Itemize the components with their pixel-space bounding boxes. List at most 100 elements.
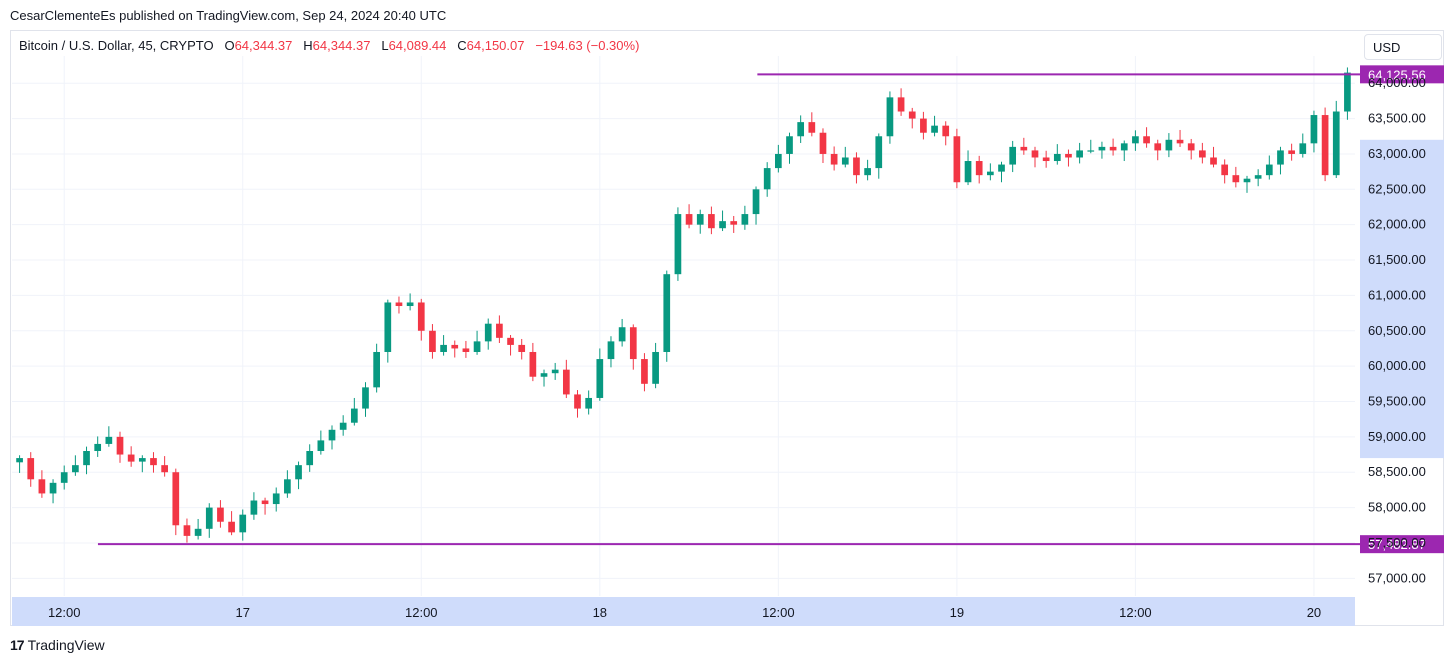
candle [1210,146,1217,168]
candle-body [49,482,57,494]
x-tick-label: 20 [1307,605,1321,620]
candle [217,500,224,528]
candle-body [1332,111,1340,176]
level-price-tag [1360,65,1444,84]
candle [1299,133,1307,158]
level-price-tag [1360,535,1444,554]
candle-body [663,274,671,352]
candle-body [83,451,90,466]
candle [250,492,258,520]
candle-body [1254,175,1262,179]
candle-body [674,214,682,275]
candle [350,397,358,426]
candle [998,161,1005,183]
candle [1344,67,1351,120]
candle-body [730,221,738,225]
candle [1154,139,1162,161]
candle-body [462,348,470,352]
candle [786,132,793,164]
candle-body [786,136,793,154]
candle [964,150,972,186]
candle [1254,169,1262,187]
candle-body [1299,143,1307,154]
candle [72,455,79,476]
candle-body [942,125,950,137]
candle-body [1310,115,1318,144]
candle-body [1154,143,1162,151]
candle-body [819,132,827,154]
candle [1199,142,1206,164]
low-value: 64,089.44 [388,38,447,53]
candle-body [618,327,626,342]
candle [864,159,871,181]
tradingview-brand[interactable]: 17 TradingView [10,637,105,653]
candle-body [228,521,235,533]
y-tick-label: 62,500.00 [1368,181,1426,196]
candle [228,511,235,536]
candle [1042,150,1050,168]
candle [931,115,938,137]
candle [730,215,738,233]
candle-body [685,214,693,225]
candle-body [1120,143,1128,151]
candle [641,353,648,392]
candle [886,91,894,144]
candle-body [596,359,604,398]
candle [1020,137,1028,155]
candle-body [194,528,202,536]
candle-body [1109,146,1117,151]
candle-body [328,429,336,441]
candle [752,186,760,225]
publisher-line: CesarClementeEs published on TradingView… [10,8,447,23]
candle-body [272,493,280,505]
candle [172,468,180,536]
candle-body [1143,136,1150,144]
candle-body [306,451,314,466]
currency-button[interactable]: USD [1364,34,1442,60]
candle-body [1165,139,1173,151]
candle [1065,149,1072,167]
candle-body [384,302,392,352]
candle [507,335,514,356]
candle-body [774,153,782,169]
candle-body [127,454,135,462]
candle [284,470,291,498]
candle [1321,107,1329,182]
candle [875,133,883,179]
candle-body [429,330,436,352]
candle [741,205,749,230]
candle [429,324,436,359]
y-tick-label: 60,500.00 [1368,323,1426,338]
level-price-label: 57,482.87 [1368,537,1426,552]
ohlc-legend: Bitcoin / U.S. Dollar, 45, CRYPTO O64,34… [19,38,639,53]
high-value: 64,344.37 [312,38,371,53]
candle-body [1232,175,1240,183]
candle-body [875,136,883,169]
candle [607,336,615,368]
y-tick-label: 59,000.00 [1368,429,1426,444]
candle [719,210,726,232]
candle-body [1277,150,1284,165]
candle [395,296,403,314]
candle-body [395,302,403,307]
candle-body [183,525,191,536]
candle [239,509,247,541]
candle [652,342,659,389]
candle-body [16,458,23,463]
candle [127,446,135,467]
candle [205,503,213,538]
candle-body [741,214,749,225]
candle-body [696,214,704,225]
candle [663,270,671,362]
candle [295,461,302,490]
candle [272,487,280,512]
candle-body [1020,146,1028,151]
candle-body [60,472,68,483]
close-label: C [457,38,467,53]
candle-body [373,351,380,388]
x-tick-label: 12:00 [48,605,81,620]
x-tick-label: 12:00 [405,605,438,620]
x-axis-band [12,597,1355,626]
change-value: −194.63 (−0.30%) [535,38,640,53]
candle [384,299,392,363]
